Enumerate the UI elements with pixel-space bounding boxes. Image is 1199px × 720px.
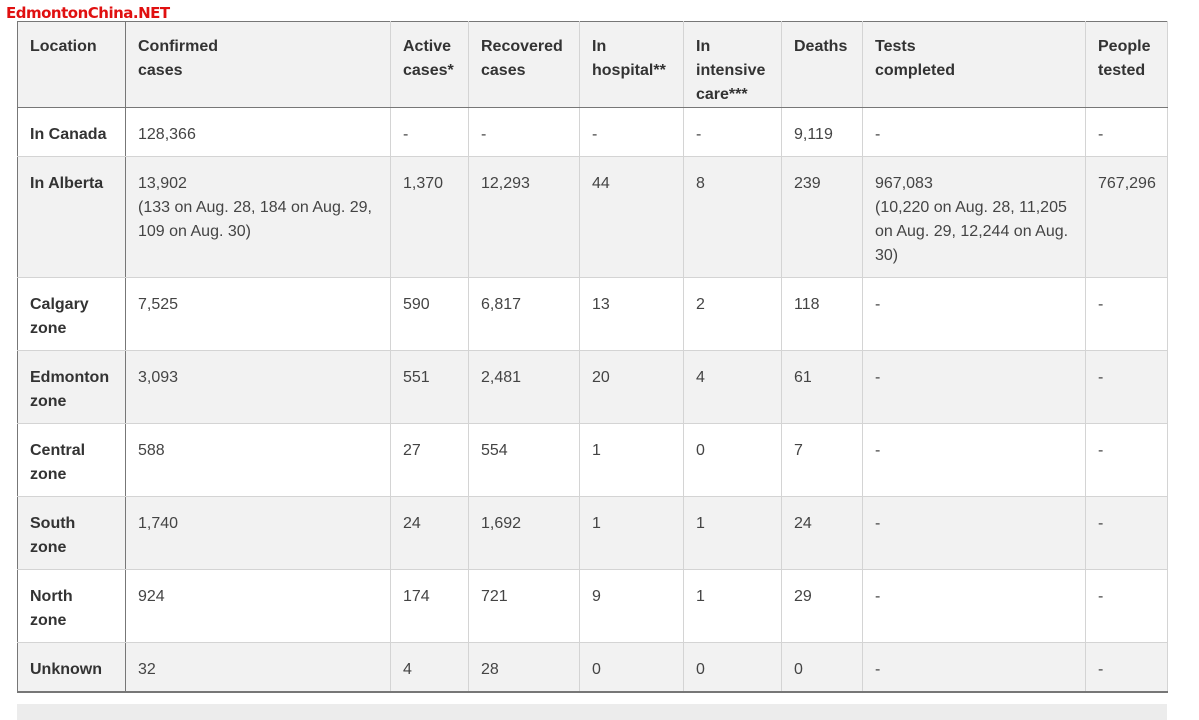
table-cell: 0	[579, 642, 684, 692]
row-location: Unknown	[17, 642, 126, 692]
table-cell: 9,119	[781, 107, 863, 157]
col-header-icu: In intensive care***	[683, 21, 782, 108]
table-cell: 7,525	[125, 277, 391, 351]
table-cell: 24	[781, 496, 863, 570]
table-cell: 1,692	[468, 496, 580, 570]
table-cell: 1	[579, 423, 684, 497]
table-cell: 3,093	[125, 350, 391, 424]
table-cell: 27	[390, 423, 469, 497]
table-cell: -	[862, 423, 1086, 497]
table-row: In Canada 128,366- - - -9,119- -	[17, 107, 1168, 157]
table-cell: 174	[390, 569, 469, 643]
table-cell: 924	[125, 569, 391, 643]
table-cell: 32	[125, 642, 391, 692]
table-row: North zone 924 174 721 9 1 29- -	[17, 569, 1168, 643]
row-location: North zone	[17, 569, 126, 643]
table-row: South zone 1,740 24 1,692 1 1 24- -	[17, 496, 1168, 570]
table-cell: 13	[579, 277, 684, 351]
col-header-deaths: Deaths	[781, 21, 863, 108]
table-cell: 0	[683, 423, 782, 497]
col-header-hospital: In hospital**	[579, 21, 684, 108]
table-cell: 1	[683, 569, 782, 643]
table-cell: 1	[579, 496, 684, 570]
table-cell: 61	[781, 350, 863, 424]
table-cell: -	[862, 496, 1086, 570]
table-cell: 8	[683, 156, 782, 278]
col-header-tests: Tests completed	[862, 21, 1086, 108]
table-cell: -	[1085, 569, 1168, 643]
table-cell: 7	[781, 423, 863, 497]
table-cell: -	[1085, 423, 1168, 497]
row-location: In Alberta	[17, 156, 126, 278]
covid-stats-table: Location Confirmed cases Active cases* R…	[17, 21, 1168, 693]
table-cell: -	[579, 107, 684, 157]
table-cell: 239	[781, 156, 863, 278]
table-cell: 28	[468, 642, 580, 692]
table-cell: -	[862, 569, 1086, 643]
table-cell: 967,083 (10,220 on Aug. 28, 11,205 on Au…	[862, 156, 1086, 278]
table-cell: 590	[390, 277, 469, 351]
table-cell: -	[1085, 350, 1168, 424]
table-row: In Alberta 13,902 (133 on Aug. 28, 184 on…	[17, 156, 1168, 278]
table-cell: 29	[781, 569, 863, 643]
table-cell: 13,902 (133 on Aug. 28, 184 on Aug. 29, …	[125, 156, 391, 278]
table-cell: 20	[579, 350, 684, 424]
table-cell: 128,366	[125, 107, 391, 157]
table-cell: -	[468, 107, 580, 157]
table-cell: 6,817	[468, 277, 580, 351]
col-header-active: Active cases*	[390, 21, 469, 108]
table-cell: -	[390, 107, 469, 157]
table-cell: -	[862, 350, 1086, 424]
table-row: Edmonton zone 3,093 551 2,481 20 4 61- -	[17, 350, 1168, 424]
table-cell: 554	[468, 423, 580, 497]
table-cell: 0	[683, 642, 782, 692]
table-footer-bar	[17, 704, 1167, 720]
table-cell: 4	[390, 642, 469, 692]
row-location: In Canada	[17, 107, 126, 157]
table-cell: 767,296	[1085, 156, 1168, 278]
table-cell: 24	[390, 496, 469, 570]
table-header-row: Location Confirmed cases Active cases* R…	[17, 21, 1168, 108]
table-cell: 0	[781, 642, 863, 692]
table-cell: 721	[468, 569, 580, 643]
table-row: Calgary zone 7,525 590 6,817 13 2 118- -	[17, 277, 1168, 351]
row-location: Calgary zone	[17, 277, 126, 351]
table-cell: -	[1085, 496, 1168, 570]
table-cell: 2,481	[468, 350, 580, 424]
col-header-people-tested: People tested	[1085, 21, 1168, 108]
col-header-confirmed: Confirmed cases	[125, 21, 391, 108]
table-cell: -	[1085, 642, 1168, 692]
col-header-location: Location	[17, 21, 126, 108]
table-cell: -	[1085, 107, 1168, 157]
table-cell: -	[683, 107, 782, 157]
table-cell: -	[862, 277, 1086, 351]
table-row: Central zone 588 27 554 1 0 7- -	[17, 423, 1168, 497]
table-cell: -	[1085, 277, 1168, 351]
table-row: Unknown 32 4 28 0 0 0- -	[17, 642, 1168, 692]
row-location: Central zone	[17, 423, 126, 497]
row-location: South zone	[17, 496, 126, 570]
table-cell: -	[862, 642, 1086, 692]
table-cell: 1	[683, 496, 782, 570]
table-cell: 4	[683, 350, 782, 424]
table-cell: 9	[579, 569, 684, 643]
table-cell: 1,370	[390, 156, 469, 278]
row-location: Edmonton zone	[17, 350, 126, 424]
table-cell: 44	[579, 156, 684, 278]
table-cell: 588	[125, 423, 391, 497]
covid-stats-table-container: Location Confirmed cases Active cases* R…	[17, 21, 1168, 693]
table-cell: 2	[683, 277, 782, 351]
col-header-recovered: Recovered cases	[468, 21, 580, 108]
table-cell: 1,740	[125, 496, 391, 570]
table-cell: -	[862, 107, 1086, 157]
table-cell: 551	[390, 350, 469, 424]
table-cell: 118	[781, 277, 863, 351]
table-cell: 12,293	[468, 156, 580, 278]
site-watermark: EdmontonChina.NET	[6, 4, 170, 22]
